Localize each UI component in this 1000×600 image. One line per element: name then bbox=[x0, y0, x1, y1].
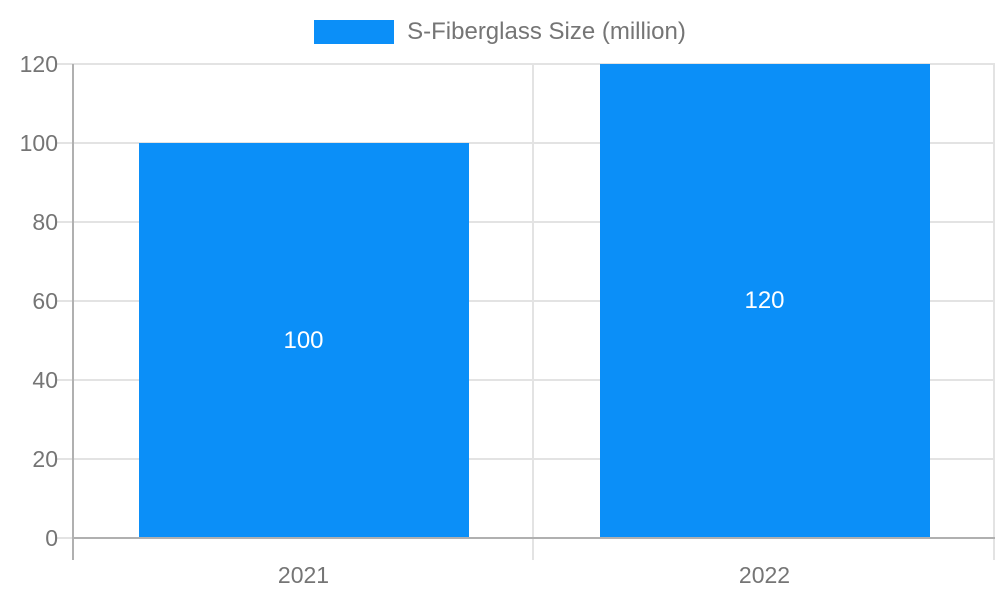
y-axis-label: 100 bbox=[19, 130, 58, 156]
y-axis-label: 40 bbox=[32, 367, 58, 393]
gridline bbox=[73, 458, 995, 460]
gridline bbox=[73, 221, 995, 223]
legend-swatch-icon bbox=[314, 20, 395, 44]
y-axis-label: 20 bbox=[32, 446, 58, 472]
vertical-gridline bbox=[532, 64, 534, 560]
y-axis-label: 80 bbox=[32, 209, 58, 235]
y-tick bbox=[55, 63, 73, 65]
bar-value-label: 120 bbox=[744, 287, 785, 314]
x-axis-label: 2021 bbox=[277, 562, 330, 588]
y-tick bbox=[55, 221, 73, 223]
bar[interactable]: 120 bbox=[599, 64, 930, 538]
x-axis-line bbox=[73, 537, 995, 539]
y-tick bbox=[55, 537, 73, 539]
bar[interactable]: 100 bbox=[138, 143, 469, 538]
bar-value-label: 100 bbox=[283, 326, 324, 354]
y-axis-line bbox=[72, 64, 74, 560]
plot-area: 100 120 bbox=[73, 63, 995, 560]
gridline bbox=[73, 63, 995, 65]
y-axis-label: 60 bbox=[32, 288, 58, 314]
gridline bbox=[73, 300, 995, 302]
gridline bbox=[73, 142, 995, 144]
y-tick bbox=[55, 458, 73, 460]
y-tick bbox=[55, 300, 73, 302]
x-axis-label: 2022 bbox=[738, 562, 791, 588]
legend-label: S-Fiberglass Size (million) bbox=[407, 18, 686, 45]
legend[interactable]: S-Fiberglass Size (million) bbox=[0, 19, 1000, 45]
y-tick bbox=[55, 142, 73, 144]
y-axis-label: 0 bbox=[45, 525, 58, 551]
y-tick bbox=[55, 379, 73, 381]
gridline bbox=[73, 379, 995, 381]
y-axis-label: 120 bbox=[19, 51, 58, 77]
vertical-gridline bbox=[993, 64, 995, 560]
